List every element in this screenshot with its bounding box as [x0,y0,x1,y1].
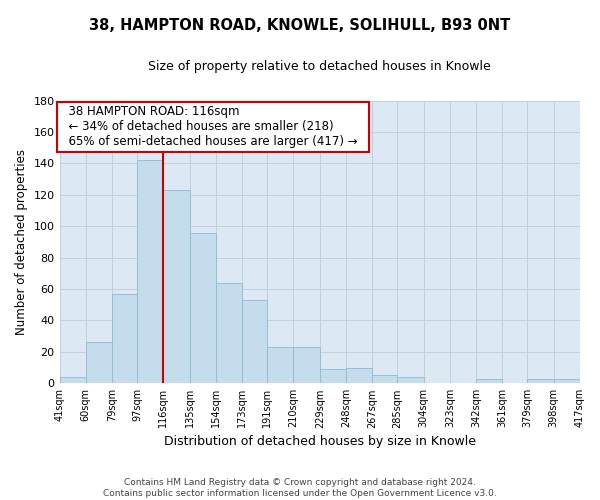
Text: 38 HAMPTON ROAD: 116sqm
  ← 34% of detached houses are smaller (218)
  65% of se: 38 HAMPTON ROAD: 116sqm ← 34% of detache… [61,106,365,148]
Bar [267,347,293,384]
Bar [59,377,86,384]
Bar [397,377,424,384]
Bar [190,232,216,384]
Title: Size of property relative to detached houses in Knowle: Size of property relative to detached ho… [148,60,491,73]
Bar [373,376,397,384]
Bar [346,368,373,384]
Bar [242,300,267,384]
Y-axis label: Number of detached properties: Number of detached properties [15,149,28,335]
Text: 38, HAMPTON ROAD, KNOWLE, SOLIHULL, B93 0NT: 38, HAMPTON ROAD, KNOWLE, SOLIHULL, B93 … [89,18,511,32]
Bar [320,369,346,384]
Bar [216,283,242,384]
X-axis label: Distribution of detached houses by size in Knowle: Distribution of detached houses by size … [164,434,476,448]
Bar [137,160,163,384]
Bar [163,190,190,384]
Bar [554,378,580,384]
Bar [293,347,320,384]
Bar [112,294,137,384]
Bar [86,342,112,384]
Text: Contains HM Land Registry data © Crown copyright and database right 2024.
Contai: Contains HM Land Registry data © Crown c… [103,478,497,498]
Bar [476,378,502,384]
Bar [527,378,554,384]
